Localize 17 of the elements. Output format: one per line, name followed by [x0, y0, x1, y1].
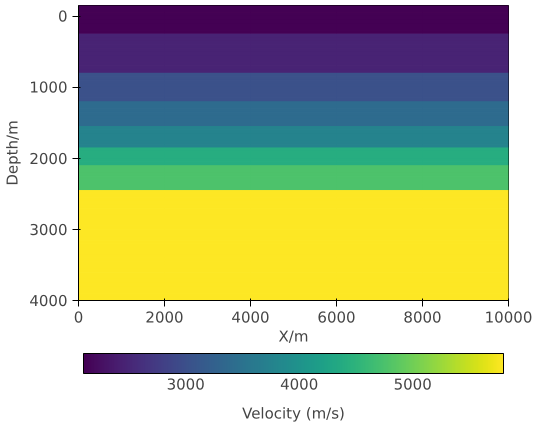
x-tick-label: 6000: [317, 308, 356, 326]
x-tick-label: 2000: [145, 308, 184, 326]
x-axis-title: X/m: [278, 328, 308, 346]
y-tick-label: 3000: [29, 220, 68, 239]
color-bar-label: 5000: [394, 376, 432, 394]
y-tick-label: 2000: [29, 150, 68, 168]
x-tick-label: 4000: [231, 308, 270, 326]
color-bar-label: 4000: [280, 376, 318, 394]
y-tick-label: 0: [58, 8, 68, 26]
x-tick-label: 0: [74, 308, 84, 326]
y-axis-title: Depth/m: [3, 120, 22, 186]
x-tick-label: 8000: [403, 308, 442, 326]
y-tick-label: 1000: [29, 78, 68, 97]
color-bar-label: 3000: [166, 376, 205, 394]
color-bar-title: Velocity (m/s): [242, 404, 345, 422]
y-tick-label: 4000: [29, 292, 68, 310]
x-tick-label: 10000: [484, 308, 532, 326]
